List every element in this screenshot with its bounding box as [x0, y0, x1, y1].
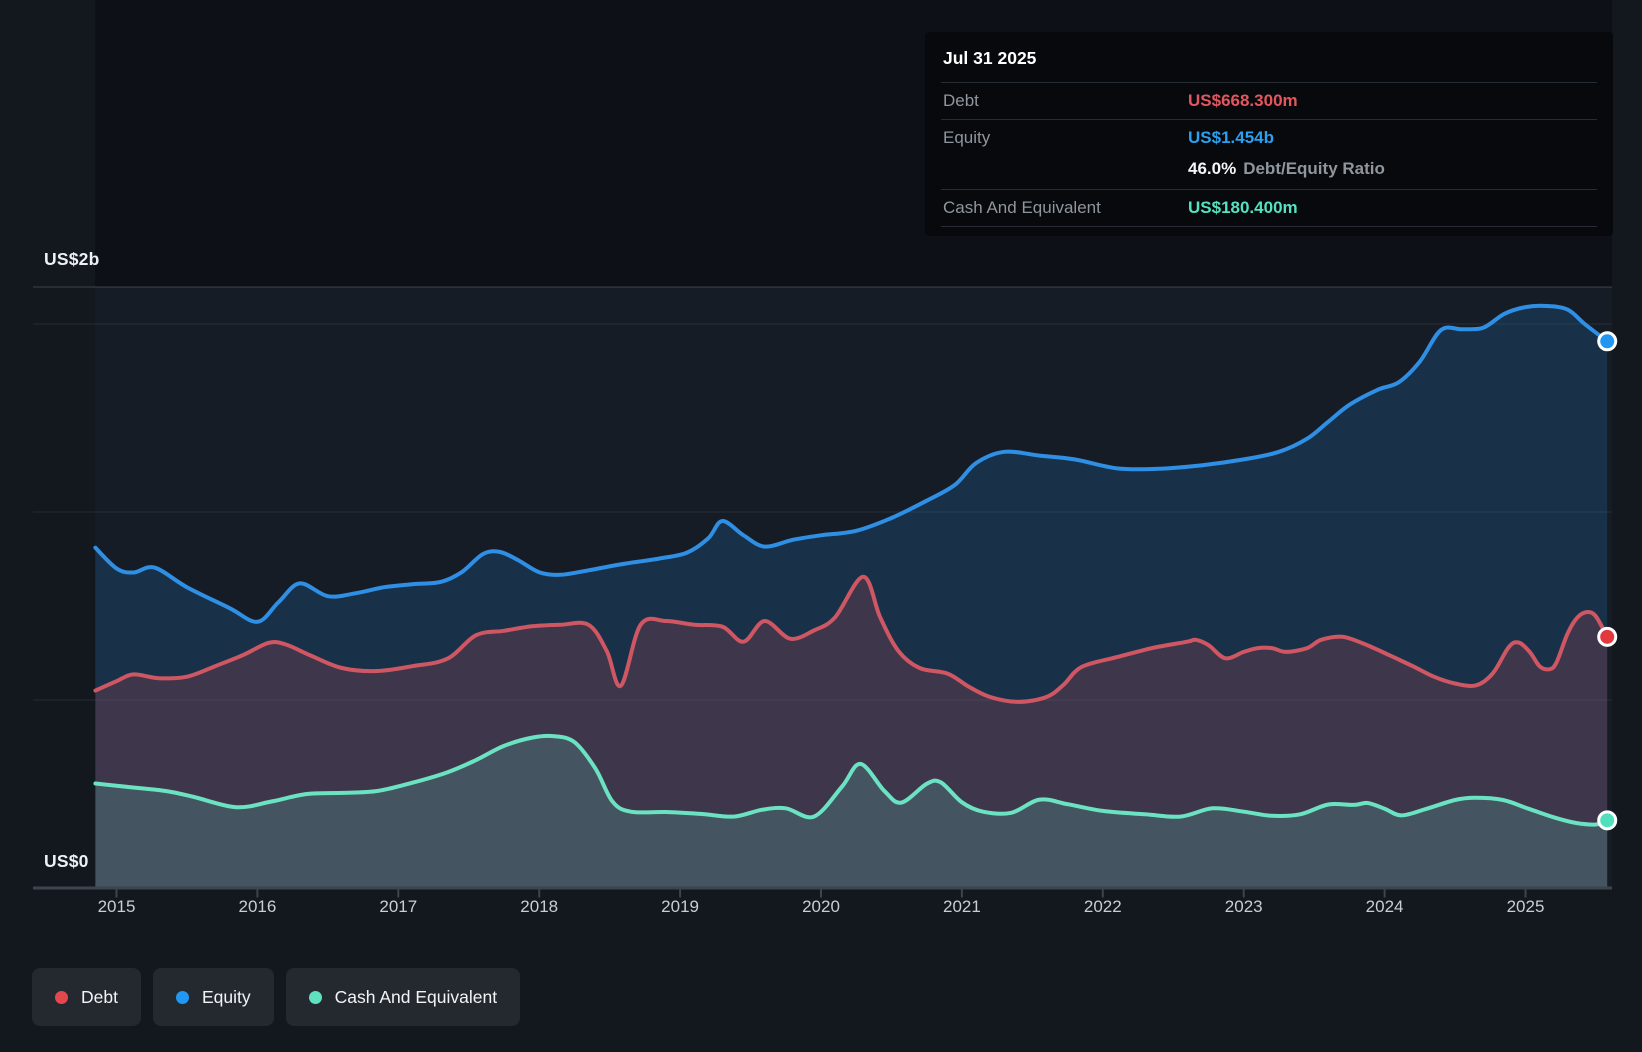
chart-legend: Debt Equity Cash And Equivalent [32, 968, 520, 1026]
tooltip-equity-value: US$1.454b [1188, 128, 1274, 148]
tooltip-debt-label: Debt [943, 91, 1188, 111]
tooltip-cash-row: Cash And Equivalent US$180.400m [941, 190, 1597, 227]
x-axis-label-2024: 2024 [1366, 897, 1404, 916]
debt-series-dot-icon [55, 991, 68, 1004]
x-axis-label-2015: 2015 [98, 897, 136, 916]
tooltip-ratio-row: 46.0% Debt/Equity Ratio [941, 156, 1597, 190]
legend-item-cash-label: Cash And Equivalent [335, 987, 497, 1008]
tooltip-debt-value: US$668.300m [1188, 91, 1298, 111]
equity-series-dot-icon [176, 991, 189, 1004]
x-axis-label-2017: 2017 [379, 897, 417, 916]
tooltip-debt-row: Debt US$668.300m [941, 83, 1597, 120]
x-axis-label-2022: 2022 [1084, 897, 1122, 916]
x-axis-label-2021: 2021 [943, 897, 981, 916]
cash-series-dot-icon [309, 991, 322, 1004]
tooltip-ratio-label: Debt/Equity Ratio [1243, 159, 1385, 178]
cash-end-marker [1599, 812, 1616, 829]
tooltip-equity-row: Equity US$1.454b [941, 120, 1597, 156]
legend-item-cash[interactable]: Cash And Equivalent [286, 968, 520, 1026]
legend-item-debt-label: Debt [81, 987, 118, 1008]
y-axis-max-label: US$2b [44, 249, 99, 270]
legend-item-equity-label: Equity [202, 987, 251, 1008]
tooltip-ratio-value: 46.0% [1188, 159, 1236, 178]
x-axis-label-2016: 2016 [238, 897, 276, 916]
x-axis-label-2020: 2020 [802, 897, 840, 916]
legend-item-debt[interactable]: Debt [32, 968, 141, 1026]
tooltip-equity-label: Equity [943, 128, 1188, 148]
tooltip-cash-value: US$180.400m [1188, 198, 1298, 218]
debt-equity-history-page: 2015 2016 2017 2018 2019 2020 2021 2022 2023 2024… [0, 0, 1642, 1052]
equity-end-marker [1599, 333, 1616, 350]
x-axis-label-2025: 2025 [1507, 897, 1545, 916]
tooltip-cash-label: Cash And Equivalent [943, 198, 1188, 218]
legend-item-equity[interactable]: Equity [153, 968, 274, 1026]
x-axis-label-2019: 2019 [661, 897, 699, 916]
x-axis-label-2023: 2023 [1225, 897, 1263, 916]
debt-end-marker [1599, 628, 1616, 645]
chart-tooltip: Jul 31 2025 Debt US$668.300m Equity US$1… [925, 32, 1613, 236]
tooltip-date: Jul 31 2025 [941, 44, 1597, 83]
y-axis-zero-label: US$0 [44, 851, 89, 872]
x-axis-label-2018: 2018 [520, 897, 558, 916]
